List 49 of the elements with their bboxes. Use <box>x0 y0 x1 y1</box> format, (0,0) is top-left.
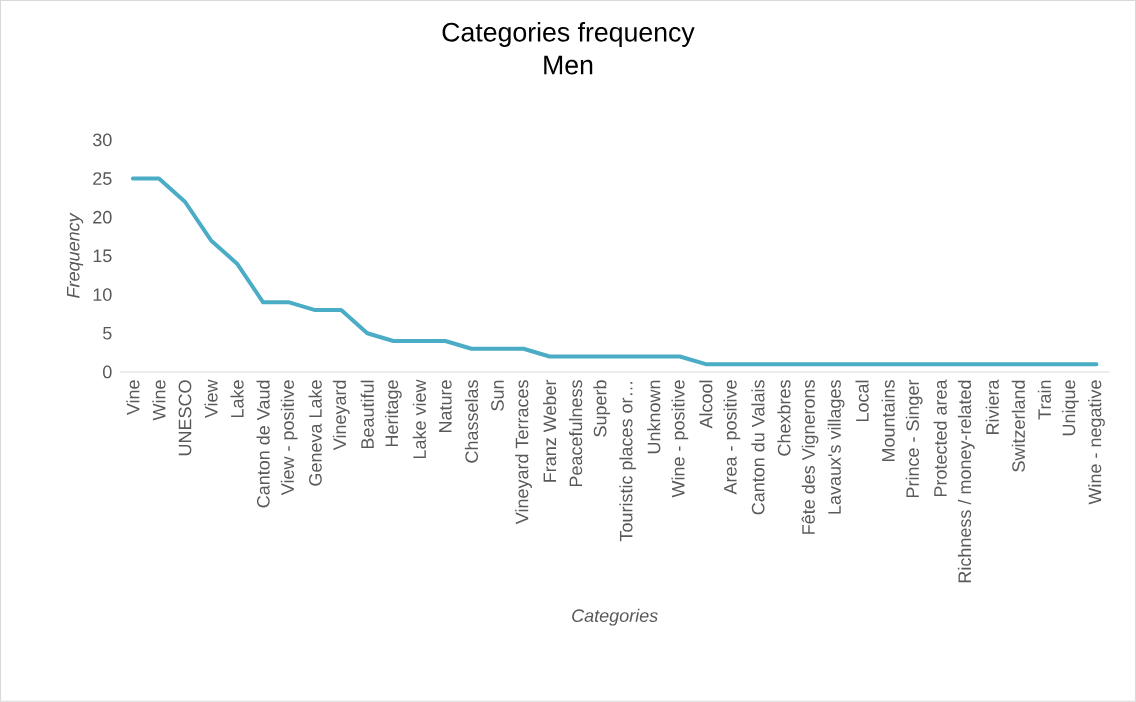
x-tick-label: Heritage <box>384 380 402 447</box>
x-tick-label: Peacefulness <box>569 380 583 487</box>
chart-title: Categories frequency <box>442 22 695 47</box>
y-axis-title: Frequency <box>67 212 84 298</box>
x-tick-label: Touristic places or… <box>619 382 637 542</box>
chart-subtitle: Men <box>544 55 593 75</box>
x-tick-label: Fête des Vignerons <box>801 380 819 534</box>
y-tick-label: 15 <box>93 249 112 263</box>
x-tick-label: Superb <box>593 380 611 437</box>
x-tick-label: Unique <box>1062 380 1079 436</box>
y-tick-label: 25 <box>93 172 112 185</box>
x-tick-label: Chexbres <box>777 380 791 456</box>
x-tick-label: Nature <box>439 380 452 433</box>
x-tick-label: Switzerland <box>1011 380 1025 472</box>
x-tick-label: UNESCO <box>178 380 192 456</box>
x-tick-label: Riviera <box>985 379 999 435</box>
x-tick-label: Lake <box>230 380 244 418</box>
x-axis-title: Categories <box>572 608 658 626</box>
x-tick-label: Train <box>1037 380 1051 420</box>
x-tick-label: View - positive <box>280 380 298 496</box>
x-tick-label: Wine <box>152 380 166 421</box>
x-tick-label: Beautiful <box>360 380 374 449</box>
x-tick-label: Wine - negative <box>1088 380 1105 505</box>
x-tick-label: View <box>204 379 218 419</box>
x-tick-label: Lake view <box>412 379 426 459</box>
x-tick-label: Alcool <box>699 380 713 429</box>
x-tick-label: Franz Weber <box>542 379 557 482</box>
x-tick-label: Vineyard <box>332 380 350 451</box>
x-tick-label: Unknown <box>647 380 661 454</box>
x-tick-label: Local <box>855 380 869 422</box>
x-tick-label: Chasselas <box>464 380 479 463</box>
x-tick-label: Prince - Singer <box>905 379 923 498</box>
x-tick-label: Vineyard Terraces <box>515 380 532 525</box>
x-tick-label: Richness / money-related <box>957 380 975 583</box>
x-tick-label: Geneva Lake <box>308 380 322 486</box>
y-tick-label: 10 <box>93 288 112 302</box>
y-tick-label: 5 <box>103 327 112 340</box>
x-tick-label: Canton du Valais <box>751 380 765 515</box>
x-tick-label: Lavaux's villages <box>827 380 845 514</box>
x-tick-label: Protected area <box>933 379 947 497</box>
x-tick-label: Mountains <box>881 380 895 462</box>
y-tick-label: 0 <box>103 365 112 379</box>
y-tick-label: 20 <box>93 210 112 224</box>
x-tick-label: Vine <box>126 380 140 416</box>
x-tick-label: Canton de Vaud <box>256 380 270 508</box>
y-tick-label: 30 <box>92 133 112 147</box>
x-tick-label: Wine - positive <box>671 380 689 498</box>
x-tick-label: Sun <box>491 380 504 411</box>
x-tick-label: Area - positive <box>723 380 741 495</box>
